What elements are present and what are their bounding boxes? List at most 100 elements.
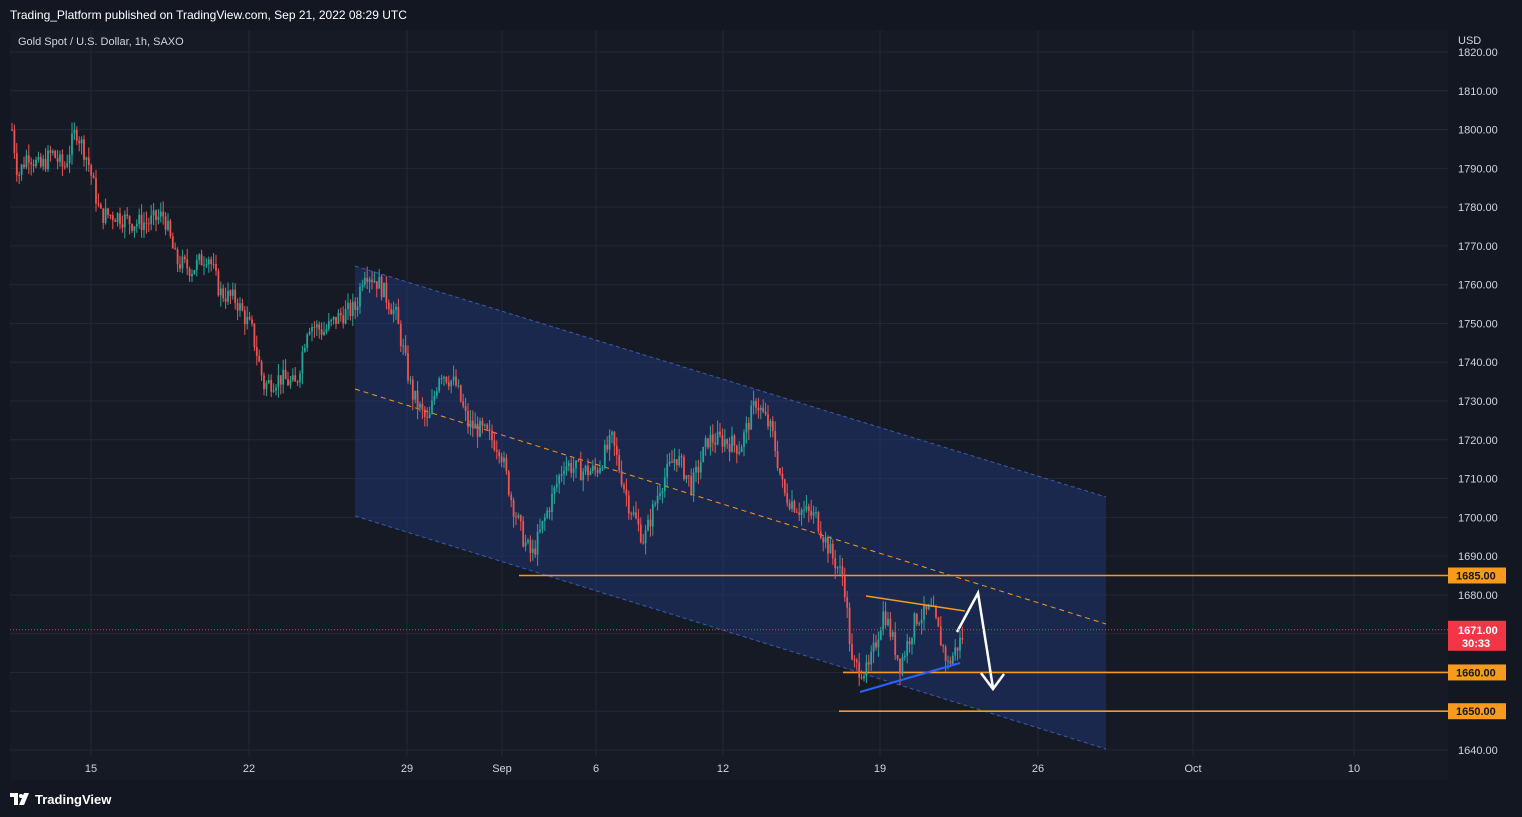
candle-body — [949, 660, 952, 664]
candle-body — [169, 220, 172, 237]
candle-body — [891, 632, 894, 637]
candle-body — [68, 154, 71, 164]
candle-body — [411, 379, 414, 400]
candle-body — [104, 208, 107, 223]
candle-body — [927, 605, 930, 610]
candle-body — [356, 306, 359, 310]
candle-body — [843, 576, 846, 598]
y-tick-label: 1820.00 — [1458, 47, 1498, 59]
candle-body — [486, 424, 489, 430]
candle-body — [140, 214, 143, 230]
candle-body — [759, 407, 762, 411]
candle-body — [769, 421, 772, 427]
chart-area[interactable] — [10, 30, 1448, 780]
candle-body — [207, 259, 210, 265]
candle-body — [951, 655, 954, 664]
candle-body — [503, 457, 505, 463]
candle-body — [83, 139, 85, 160]
candle-body — [443, 376, 445, 378]
candle-body — [155, 210, 157, 220]
level-tag-label: 1650.00 — [1456, 706, 1496, 718]
candle-body — [644, 530, 647, 544]
candle-body — [860, 677, 863, 679]
candle-body — [680, 456, 683, 458]
candle-body — [534, 548, 537, 555]
candle-body — [253, 323, 256, 348]
candle-body — [491, 430, 493, 441]
candle-body — [217, 270, 220, 296]
candle-body — [73, 129, 76, 134]
candle-body — [858, 662, 861, 678]
candle-body — [582, 471, 585, 481]
last-price-tag — [1448, 620, 1506, 651]
candle-body — [959, 637, 961, 651]
candle-body — [639, 524, 642, 542]
candle-body — [512, 500, 515, 517]
candle-body — [824, 537, 827, 543]
candle-body — [18, 174, 21, 176]
candle-body — [44, 158, 47, 170]
candle-body — [323, 331, 325, 335]
candle-body — [791, 501, 793, 509]
candle-body — [596, 469, 599, 473]
candle-body — [709, 434, 712, 448]
candle-body — [462, 401, 465, 407]
candle-body — [846, 597, 849, 608]
candle-body — [611, 431, 613, 435]
candle-body — [188, 268, 191, 277]
candle-body — [447, 382, 450, 387]
candle-body — [498, 451, 501, 457]
level-tag-label: 1685.00 — [1456, 571, 1496, 583]
candle-body — [572, 468, 575, 473]
candle-body — [831, 543, 834, 559]
candle-body — [563, 470, 565, 475]
candle-body — [431, 400, 433, 414]
candle-body — [164, 216, 167, 230]
candle-body — [870, 651, 873, 665]
candle-body — [483, 424, 486, 426]
candle-body — [236, 302, 239, 311]
candle-body — [294, 375, 297, 382]
candle-body — [330, 319, 333, 322]
y-tick-label: 1750.00 — [1458, 318, 1498, 330]
candle-body — [687, 475, 690, 477]
candle-body — [416, 390, 419, 408]
tradingview-brand[interactable]: TradingView — [10, 792, 111, 807]
y-tick-label: 1790.00 — [1458, 163, 1498, 175]
candle-body — [138, 214, 141, 224]
candle-body — [543, 517, 546, 521]
candle-body — [265, 382, 268, 390]
candle-body — [906, 641, 909, 656]
candle-body — [380, 276, 383, 298]
candle-body — [839, 566, 841, 568]
candle-body — [539, 529, 541, 532]
candle-body — [925, 604, 928, 610]
candle-body — [368, 279, 371, 282]
candle-body — [743, 432, 745, 447]
candle-body — [805, 506, 808, 510]
candle-body — [243, 310, 246, 325]
candle-body — [911, 637, 913, 645]
level-tag — [1448, 567, 1506, 584]
x-tick-label: 15 — [85, 763, 97, 775]
candle-body — [385, 282, 388, 303]
candle-body — [203, 264, 205, 266]
candle-body — [371, 279, 373, 282]
candle-body — [320, 329, 323, 335]
candle-body — [774, 431, 777, 452]
candle-body — [656, 495, 659, 504]
candle-body — [47, 150, 49, 170]
y-tick-label: 1730.00 — [1458, 396, 1498, 408]
candle-body — [63, 166, 66, 168]
candle-body — [212, 264, 215, 266]
candle-body — [661, 490, 664, 494]
candle-body — [690, 476, 693, 494]
channel-lower-line — [354, 515, 1107, 750]
candle-body — [366, 277, 369, 282]
candle-body — [529, 540, 532, 553]
candle-body — [171, 236, 174, 249]
candle-body — [95, 178, 97, 204]
candle-body — [937, 617, 940, 627]
